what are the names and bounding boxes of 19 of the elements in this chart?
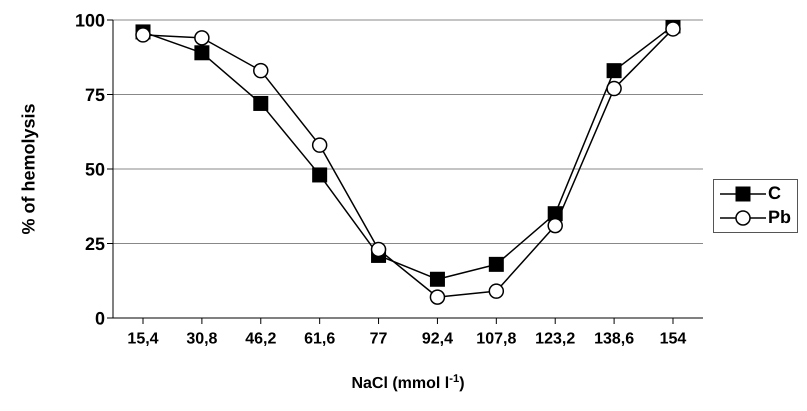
x-tick-label: 61,6 — [304, 330, 336, 348]
y-tick-label: 100 — [74, 10, 105, 30]
x-tick-label: 15,4 — [127, 330, 159, 348]
legend-label: C — [768, 183, 781, 204]
x-axis-title: NaCl (mmol l$^{-1}$) — [351, 373, 465, 392]
y-tick-label: 0 — [94, 308, 105, 328]
y-tick-label: 25 — [84, 234, 105, 254]
legend-label: Pb — [768, 207, 791, 228]
x-tick-label: 154 — [660, 330, 686, 348]
x-tick-label: 30,8 — [186, 330, 218, 348]
x-tick-label: 77 — [370, 330, 388, 348]
x-tick-label: 123,2 — [535, 330, 576, 348]
y-axis-title: % of hemolysis — [18, 103, 38, 235]
x-tick-label: 46,2 — [245, 330, 276, 348]
x-tick-label: 107,8 — [476, 330, 516, 348]
x-tick-label: 92,4 — [422, 330, 454, 348]
x-tick-label: 138,6 — [594, 330, 634, 348]
y-tick-label: 75 — [84, 84, 105, 105]
y-tick-label: 50 — [84, 159, 105, 180]
